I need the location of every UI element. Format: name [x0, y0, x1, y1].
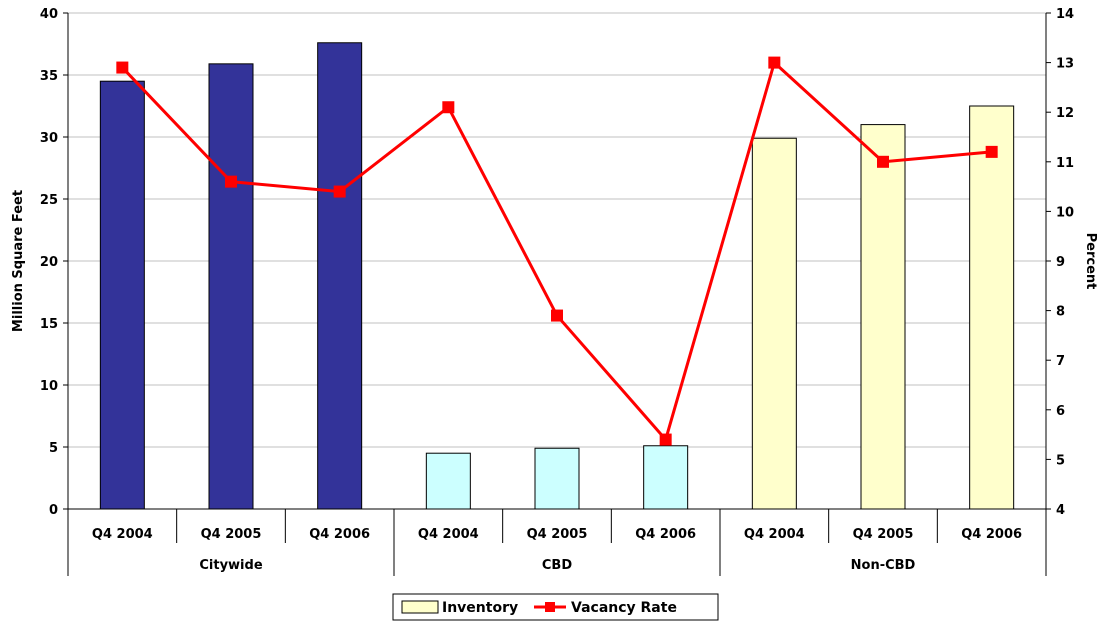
- vacancy-rate-point: [551, 309, 563, 322]
- vacancy-rate-point: [333, 185, 346, 198]
- y-tick-label: 40: [40, 7, 58, 22]
- group-label: CBD: [542, 558, 572, 573]
- vacancy-rate-point: [659, 433, 672, 446]
- legend-swatch-vacancy-marker: [545, 602, 555, 612]
- legend-swatch-inventory: [401, 600, 439, 614]
- y-tick-label: 30: [40, 131, 58, 146]
- category-label: Q4 2005: [853, 527, 914, 542]
- bar: [99, 80, 145, 510]
- bar: [425, 452, 471, 510]
- legend-label-inventory: Inventory: [442, 600, 518, 616]
- vacancy-rate-point: [985, 145, 998, 158]
- y2-tick-label: 8: [1056, 305, 1065, 320]
- category-label: Q4 2005: [527, 527, 588, 542]
- category-label: Q4 2004: [92, 527, 153, 542]
- category-label: Q4 2006: [309, 527, 370, 542]
- group-label: Citywide: [199, 558, 262, 573]
- category-label: Q4 2006: [961, 527, 1022, 542]
- y2-tick-label: 12: [1056, 106, 1074, 121]
- bar: [208, 63, 254, 510]
- vacancy-rate-point: [877, 155, 889, 168]
- category-label: Q4 2006: [635, 527, 696, 542]
- vacancy-rate-point: [116, 61, 129, 74]
- bar: [317, 42, 363, 510]
- y-tick-label: 10: [40, 379, 58, 394]
- y2-tick-label: 11: [1056, 156, 1074, 171]
- y2-tick-label: 14: [1056, 7, 1074, 22]
- y2-tick-label: 10: [1056, 205, 1074, 220]
- y-axis-title: Million Square Feet: [11, 190, 26, 332]
- vacancy-rate-point: [768, 56, 781, 69]
- y2-axis-title: Percent: [1083, 233, 1098, 290]
- axes: [63, 12, 1051, 510]
- category-axis: Q4 2004 Q4 2005 Q4 2006 Q4 2004 Q4 2005 Q4 20…: [67, 509, 1047, 576]
- y2-tick-label: 13: [1056, 57, 1074, 72]
- y-tick-label: 5: [49, 441, 58, 456]
- bar-series: [99, 42, 1015, 510]
- y2-tick-label: 4: [1056, 503, 1065, 518]
- category-label: Q4 2004: [418, 527, 479, 542]
- bar: [969, 105, 1015, 510]
- y-tick-label: 25: [40, 193, 58, 208]
- vacancy-rate-point: [442, 101, 455, 114]
- bar: [751, 137, 797, 510]
- y-tick-label: 35: [40, 69, 58, 84]
- bar: [534, 447, 580, 510]
- y-tick-label: 20: [40, 255, 58, 270]
- y2-tick-label: 7: [1056, 354, 1065, 369]
- line-series: [116, 56, 998, 446]
- category-label: Q4 2004: [744, 527, 805, 542]
- y-tick-label: 0: [49, 503, 58, 518]
- y2-tick-label: 6: [1056, 404, 1065, 419]
- y2-tick-label: 5: [1056, 453, 1065, 468]
- vacancy-rate-point: [225, 175, 237, 188]
- group-label: Non-CBD: [851, 558, 916, 573]
- y-tick-label: 15: [40, 317, 58, 332]
- legend-label-vacancy-rate: Vacancy Rate: [571, 600, 677, 616]
- category-label: Q4 2005: [201, 527, 262, 542]
- bar: [860, 124, 906, 510]
- y2-tick-label: 9: [1056, 255, 1065, 270]
- legend: Inventory Vacancy Rate: [392, 593, 719, 621]
- bar: [643, 445, 689, 510]
